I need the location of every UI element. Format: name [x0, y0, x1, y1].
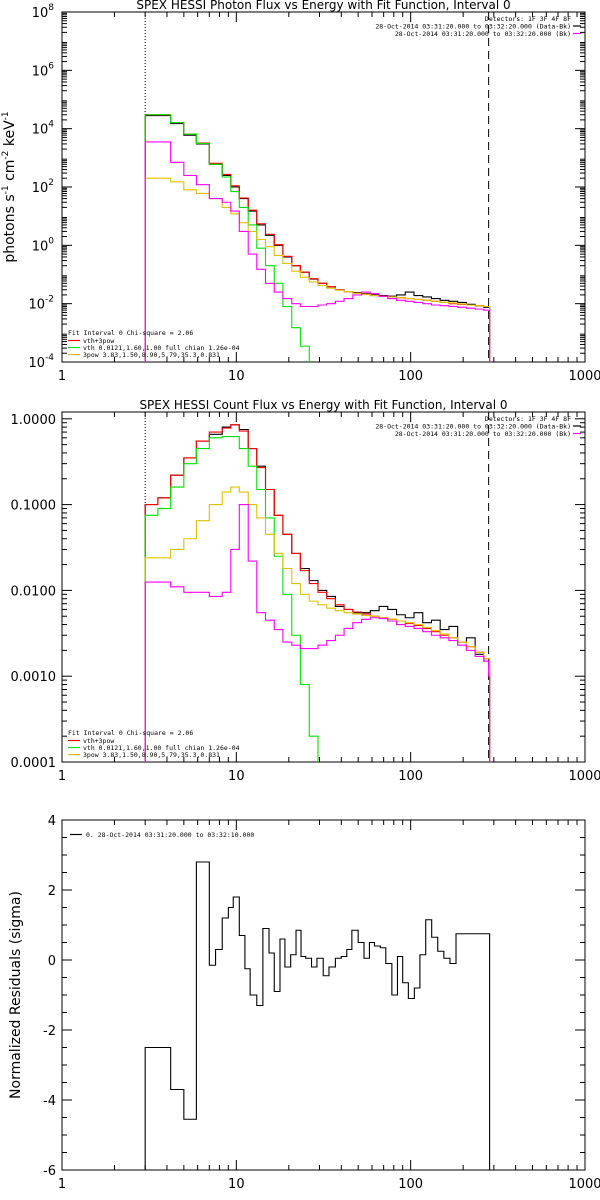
plot-frame — [61, 819, 586, 1171]
y-tick-label: 2 — [48, 884, 56, 899]
x-tick-label: 1000 — [568, 369, 600, 384]
x-tick-label: 1 — [58, 769, 66, 784]
info-line: Detectors: 1F 3F 4F 8F — [485, 415, 571, 423]
y-tick-label: -6 — [43, 1164, 56, 1179]
legend: Fit Interval 0 Chi-square = 2.06vth+3pow… — [68, 329, 240, 359]
y-axis: 10-4 10-2 100 102 104 106 108 — [28, 3, 585, 371]
y-axis-label: photons s-1 cm-2 keV-1 — [1, 111, 18, 262]
info-line: 28-Oct-2014 03:31:20.000 to 03:32:20.000… — [395, 30, 571, 38]
x-tick-label: 10 — [228, 369, 245, 384]
x-tick-label: 10 — [228, 1177, 245, 1192]
legend-label: 3pow 3.83,1.50,8.90,5.79,35.3,0.831 — [83, 751, 220, 759]
x-tick-label: 10 — [228, 769, 245, 784]
x-tick-label: 1000 — [568, 1177, 600, 1192]
x-tick-label: 100 — [398, 1177, 423, 1192]
y-tick-label: 1.0000 — [11, 413, 57, 428]
x-tick-label: 100 — [398, 369, 423, 384]
y-axis: 0.0001 0.0010 0.0100 0.1000 1.0000 — [11, 413, 585, 771]
series-line-3 — [144, 436, 319, 762]
y-tick-label: -2 — [43, 1024, 56, 1039]
legend-header: Fit Interval 0 Chi-square = 2.06 — [68, 729, 193, 737]
x-axis: 1 10 100 1000 — [58, 412, 600, 784]
legend-label: 3pow 3.83,1.50,8.90,5.79,35.3,0.831 — [83, 351, 220, 359]
legend-label: vth 0.0121,1.60,1.00 full chian 1.26e-04 — [83, 744, 240, 752]
legend: Fit Interval 0 Chi-square = 2.06vth+3pow… — [68, 729, 240, 759]
info-line: Detectors: 1F 3F 4F 8F — [485, 15, 571, 23]
series-group — [144, 861, 491, 1170]
series-group — [144, 114, 491, 362]
y-axis: -6 -4 -2 0 2 4 — [43, 814, 585, 1179]
info-line: 28-Oct-2014 03:31:20.000 to 03:32:20.000… — [375, 423, 571, 431]
series-line-1 — [144, 424, 491, 762]
x-axis: 1 10 100 1000 — [58, 12, 600, 384]
chart-panel-2: 1 10 100 1000 0.0001 0.0010 0.0100 0.1000 1.0000… — [11, 398, 600, 784]
x-tick-label: 1 — [58, 1177, 66, 1192]
y-tick-label: 10-2 — [28, 295, 54, 313]
plot-frame — [61, 411, 586, 763]
legend: 0. 28-Oct-2014 03:31:20.000 to 03:32:10.… — [70, 831, 254, 839]
y-tick-label: 108 — [32, 3, 55, 21]
y-tick-label: 104 — [32, 120, 55, 138]
y-tick-label: 106 — [32, 61, 55, 79]
legend-label: vth+3pow — [83, 337, 114, 345]
y-tick-label: 10-4 — [28, 353, 54, 371]
x-tick-label: 1000 — [568, 769, 600, 784]
legend-label: vth+3pow — [83, 737, 114, 745]
x-tick-label: 100 — [398, 769, 423, 784]
series-line-5 — [144, 141, 491, 362]
series-line-2 — [144, 424, 491, 762]
y-tick-label: 4 — [48, 814, 56, 829]
series-line-4 — [144, 486, 491, 762]
series-line-4 — [144, 177, 491, 362]
legend-label: vth 0.0121,1.60,1.00 full chian 1.26e-04 — [83, 344, 240, 352]
series-line-2 — [144, 114, 491, 362]
y-tick-label: 0.0001 — [11, 756, 57, 771]
x-tick-label: 1 — [58, 369, 66, 384]
info-line: 28-Oct-2014 03:31:20.000 to 03:32:20.000… — [375, 23, 571, 31]
series-line-5 — [144, 504, 491, 762]
chart-panel-3: 1 10 100 1000 -6 -4 -2 0 2 4 Normalized Residuals … — [8, 814, 600, 1192]
y-tick-label: 100 — [32, 236, 55, 254]
series-line-1 — [144, 115, 491, 362]
legend-label: 0. 28-Oct-2014 03:31:20.000 to 03:32:10.… — [86, 831, 254, 839]
info-line: 28-Oct-2014 03:31:20.000 to 03:32:20.000… — [395, 430, 571, 438]
y-tick-label: -4 — [43, 1094, 56, 1109]
chart-title: SPEX HESSI Count Flux vs Energy with Fit… — [139, 398, 507, 412]
series-line-1 — [144, 861, 491, 1170]
chart-panel-1: 1 10 100 1000 10-4 10-2 100 102 104 106 108 SPEX HE… — [1, 0, 600, 384]
series-group — [144, 424, 491, 762]
y-tick-label: 0.0010 — [11, 670, 57, 685]
y-tick-label: 102 — [32, 178, 54, 196]
x-axis: 1 10 100 1000 — [58, 820, 600, 1192]
plot-frame — [61, 11, 586, 363]
y-tick-label: 0 — [48, 954, 56, 969]
y-tick-label: 0.0100 — [11, 584, 57, 599]
legend-header: Fit Interval 0 Chi-square = 2.06 — [68, 329, 193, 337]
y-axis-label: Normalized Residuals (sigma) — [8, 891, 24, 1099]
y-tick-label: 0.1000 — [11, 499, 57, 514]
chart-title: SPEX HESSI Photon Flux vs Energy with Fi… — [136, 0, 510, 12]
